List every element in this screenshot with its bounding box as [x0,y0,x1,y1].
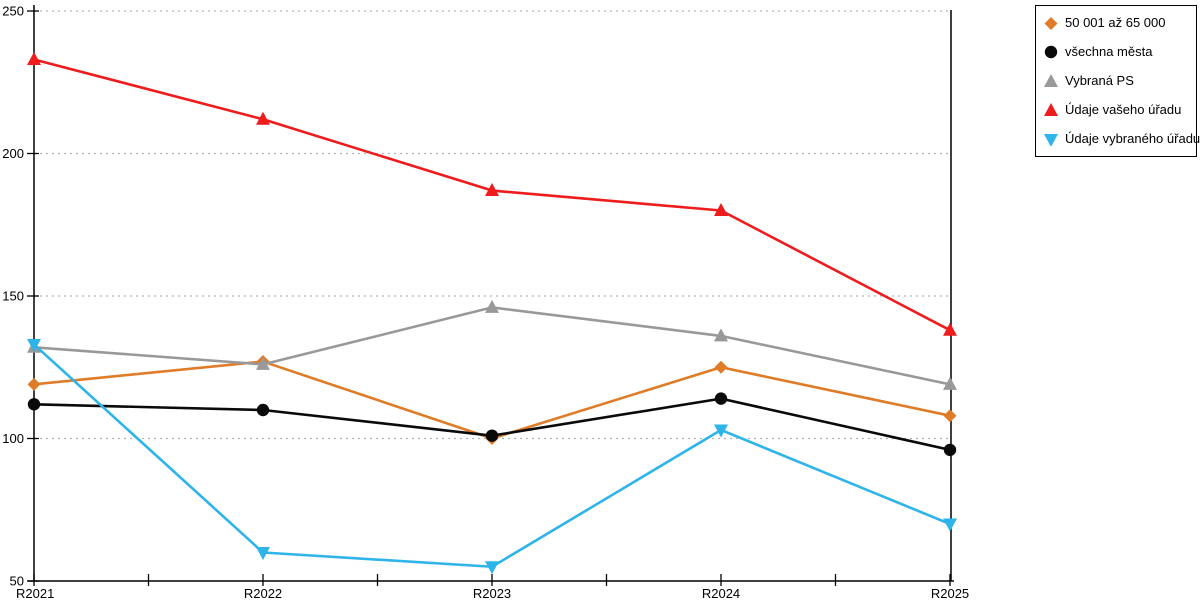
chart-legend: 50 001 až 65 000 všechna města Vybraná PS Ú… [1035,5,1200,157]
data-point-marker [27,377,41,391]
legend-label: Vybraná PS [1065,73,1134,88]
data-point-marker [943,376,957,390]
legend-item: 50 001 až 65 000 [1044,16,1190,30]
x-tick-label: R2021 [16,586,54,600]
x-tick-label: R2024 [702,586,740,600]
data-point-marker [485,561,499,575]
legend-label: Údaje vybraného úřadu [1065,131,1200,146]
legend-item: všechna města [1044,45,1190,59]
legend-item: Údaje vašeho úřadu [1044,103,1190,117]
data-point-marker [27,398,41,411]
data-point-marker [256,356,270,370]
y-tick-label: 150 [2,289,24,304]
circle-legend-icon [1044,45,1058,59]
triangle-down-legend-icon [1044,134,1058,146]
data-point-marker [714,392,728,405]
y-tick-label: 250 [2,4,24,19]
legend-label: Údaje vašeho úřadu [1065,102,1182,117]
data-point-marker [714,203,728,216]
diamond-legend-icon [1044,17,1058,30]
data-point-marker [714,328,728,342]
data-point-marker [256,547,270,560]
data-point-marker [27,338,41,352]
x-tick-label: R2023 [473,586,511,600]
data-point-marker [27,51,41,65]
legend-label: 50 001 až 65 000 [1065,15,1166,30]
x-tick-label: R2025 [931,586,969,600]
data-point-marker [256,111,270,125]
legend-item: Vybraná PS [1044,74,1190,88]
series-line-2 [32,306,952,386]
data-point-marker [256,403,270,417]
y-tick-label: 200 [2,146,24,161]
series-line-0 [32,360,952,440]
data-point-marker [943,322,957,336]
y-tick-label: 100 [2,431,24,446]
triangle-up-legend-icon [1044,74,1058,87]
data-point-marker [714,360,728,374]
x-tick-label: R2022 [244,586,282,600]
legend-item: Údaje vybraného úřadu [1044,132,1200,146]
data-point-marker [943,409,957,423]
triangle-up-legend-icon [1044,103,1058,116]
data-point-marker [943,518,957,532]
y-tick-label: 50 [10,574,24,589]
legend-label: všechna města [1065,44,1153,59]
data-point-marker [714,424,728,438]
series-line-4 [32,343,952,569]
data-point-marker [485,183,499,197]
data-point-marker [943,443,957,457]
data-point-marker [485,299,499,313]
data-point-marker [485,429,499,442]
